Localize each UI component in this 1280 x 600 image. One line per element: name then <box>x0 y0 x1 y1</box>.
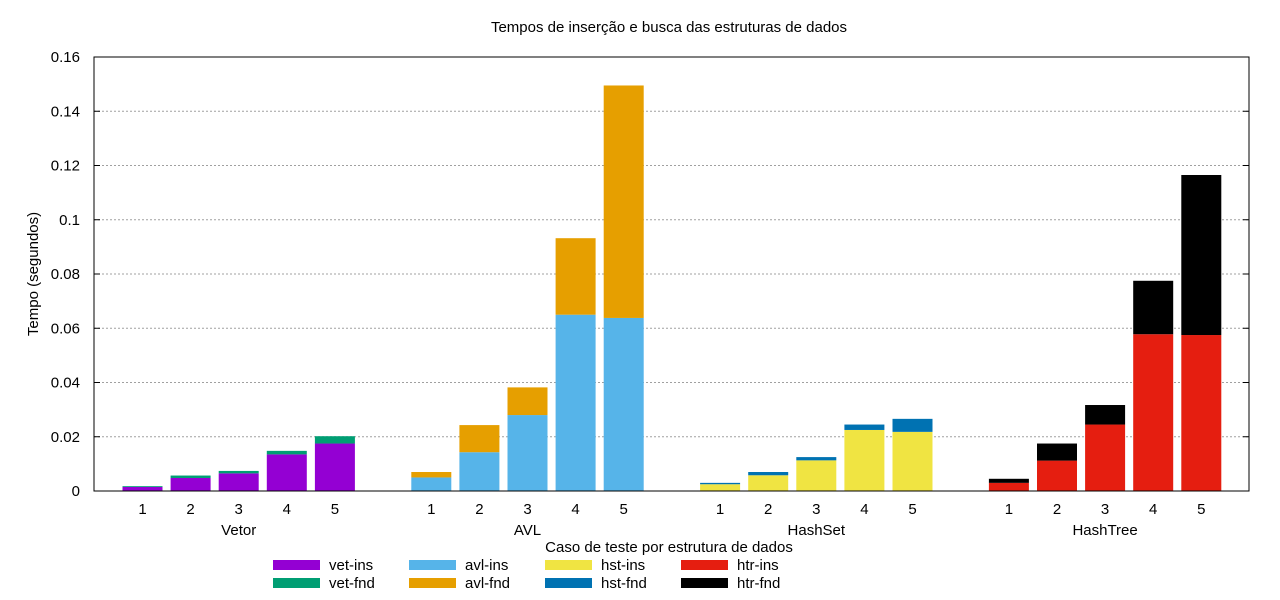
x-tick-label: 1 <box>138 501 146 518</box>
bar-hst-ins <box>844 429 885 491</box>
bar-vet-ins <box>218 473 259 491</box>
legend-label-hst-ins: hst-ins <box>601 557 645 574</box>
x-tick-label: 2 <box>186 501 194 518</box>
legend-swatch-htr-ins <box>681 560 728 570</box>
bar-vet-ins <box>170 477 211 491</box>
y-tick-label: 0.06 <box>51 320 80 337</box>
y-tick-label: 0.02 <box>51 429 80 446</box>
bar-hst-ins <box>892 431 933 491</box>
bar-vet-fnd <box>266 450 307 455</box>
x-tick-label: 4 <box>571 501 579 518</box>
bar-avl-fnd <box>555 238 596 315</box>
bar-avl-ins <box>507 415 548 491</box>
bar-hst-fnd <box>796 457 837 461</box>
legend-label-vet-fnd: vet-fnd <box>329 575 375 592</box>
bar-htr-ins <box>1037 460 1077 491</box>
bar-vet-fnd <box>122 486 163 487</box>
bar-avl-fnd <box>459 425 500 453</box>
x-tick-label: 1 <box>716 501 724 518</box>
x-tick-label: 5 <box>620 501 628 518</box>
bar-vet-fnd <box>218 470 259 474</box>
bars <box>122 85 1222 491</box>
gridlines <box>94 110 1249 438</box>
y-tick-label: 0.12 <box>51 158 80 175</box>
y-tick-label: 0.16 <box>51 49 80 66</box>
x-tick-label: 3 <box>812 501 820 518</box>
legend-label-vet-ins: vet-ins <box>329 557 373 574</box>
bar-vet-ins <box>314 443 355 491</box>
y-axis: 0 0.02 0.04 0.06 0.08 0.1 0.12 0.14 0.16 <box>51 49 1249 500</box>
bar-htr-fnd <box>1085 405 1126 425</box>
group-label: HashTree <box>1072 522 1137 539</box>
bar-hst-fnd <box>748 472 789 476</box>
bar-hst-ins <box>796 460 837 491</box>
x-tick-label: 5 <box>908 501 916 518</box>
bar-vet-fnd <box>314 436 355 444</box>
legend-swatch-avl-fnd <box>409 578 456 588</box>
x-tick-label: 5 <box>1197 501 1205 518</box>
bar-htr-fnd <box>1133 280 1174 335</box>
group-label: HashSet <box>788 522 846 539</box>
bar-htr-fnd <box>1037 443 1077 461</box>
legend-swatch-hst-fnd <box>545 578 592 588</box>
x-tick-label: 1 <box>1005 501 1013 518</box>
x-tick-label: 3 <box>235 501 243 518</box>
x-axis-label: Caso de teste por estrutura de dados <box>545 539 793 556</box>
x-tick-label: 4 <box>283 501 291 518</box>
x-tick-label: 2 <box>475 501 483 518</box>
group-label: AVL <box>514 522 541 539</box>
bar-htr-fnd <box>1181 174 1222 336</box>
bar-avl-ins <box>603 317 644 491</box>
bar-avl-ins <box>555 314 596 491</box>
legend-swatch-htr-fnd <box>681 578 728 588</box>
y-tick-label: 0.1 <box>59 212 80 229</box>
bar-avl-ins <box>411 477 452 491</box>
legend-label-htr-fnd: htr-fnd <box>737 575 780 592</box>
bar-hst-ins <box>748 475 789 491</box>
legend-label-htr-ins: htr-ins <box>737 557 779 574</box>
bar-avl-fnd <box>411 472 452 478</box>
bar-avl-ins <box>459 452 500 491</box>
bar-vet-ins <box>266 454 307 491</box>
y-tick-label: 0.14 <box>51 103 80 120</box>
x-tick-label: 2 <box>764 501 772 518</box>
legend-swatch-vet-ins <box>273 560 320 570</box>
legend-label-avl-ins: avl-ins <box>465 557 508 574</box>
y-tick-label: 0 <box>72 483 80 500</box>
bar-hst-fnd <box>844 424 885 430</box>
bar-hst-fnd <box>892 418 933 432</box>
bar-avl-fnd <box>507 387 548 416</box>
bar-vet-fnd <box>170 475 211 478</box>
bar-htr-ins <box>1133 334 1174 491</box>
bar-htr-fnd <box>988 478 1029 483</box>
group-label: Vetor <box>221 522 256 539</box>
bar-htr-ins <box>1181 335 1222 491</box>
bar-htr-ins <box>1085 424 1126 491</box>
x-tick-label: 3 <box>523 501 531 518</box>
legend-swatch-avl-ins <box>409 560 456 570</box>
legend-swatch-vet-fnd <box>273 578 320 588</box>
x-tick-label: 4 <box>1149 501 1157 518</box>
bar-hst-ins <box>700 484 741 491</box>
bar-hst-fnd <box>700 482 741 485</box>
x-tick-label: 4 <box>860 501 868 518</box>
y-tick-label: 0.04 <box>51 375 80 392</box>
x-tick-label: 5 <box>331 501 339 518</box>
y-axis-label: Tempo (segundos) <box>25 212 42 336</box>
x-tick-label: 3 <box>1101 501 1109 518</box>
legend-swatch-hst-ins <box>545 560 592 570</box>
chart-title: Tempos de inserção e busca das estrutura… <box>491 19 847 36</box>
x-tick-label: 1 <box>427 501 435 518</box>
legend-label-avl-fnd: avl-fnd <box>465 575 510 592</box>
y-tick-label: 0.08 <box>51 266 80 283</box>
legend-label-hst-fnd: hst-fnd <box>601 575 647 592</box>
bar-avl-fnd <box>603 85 644 318</box>
bar-htr-ins <box>988 482 1029 491</box>
bar-vet-ins <box>122 486 163 491</box>
x-tick-label: 2 <box>1053 501 1061 518</box>
x-axis: 1 2 3 4 5 Vetor 1 2 3 4 5 AVL 1 2 3 4 5 HashSet 1 2 3 4 5 HashT… <box>138 501 1205 539</box>
